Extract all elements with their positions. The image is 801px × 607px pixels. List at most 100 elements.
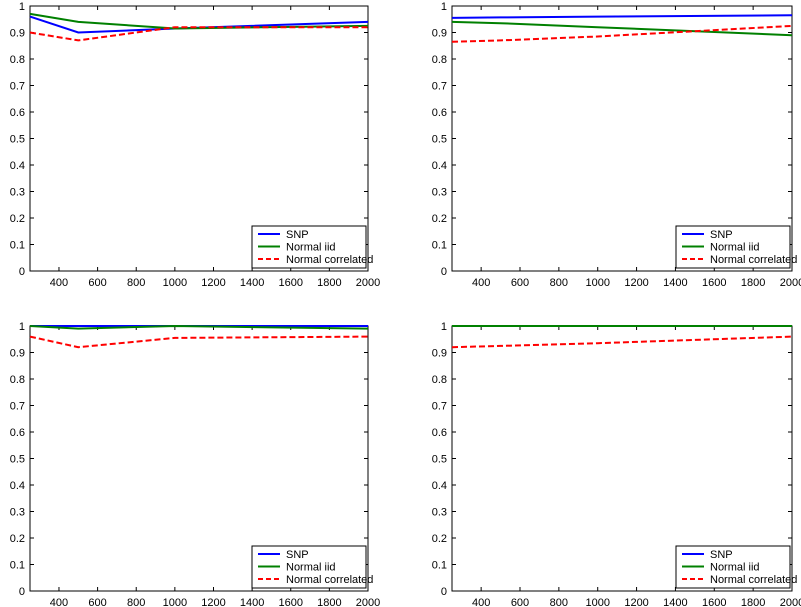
legend-label-snp: SNP (286, 549, 309, 561)
y-tick-label: 0.3 (10, 507, 25, 519)
y-tick-label: 1 (441, 321, 447, 333)
series-line-snp (451, 14, 793, 19)
x-tick-label: 1800 (317, 277, 341, 289)
x-tick-label: 600 (88, 597, 106, 607)
y-tick-label: 0.9 (10, 348, 25, 360)
x-tick-label: 1400 (663, 277, 687, 289)
x-tick-label: 2000 (780, 597, 801, 607)
x-tick-label: 1000 (585, 277, 609, 289)
y-tick-label: 0.1 (10, 560, 25, 572)
y-tick-label: 0.1 (10, 240, 25, 252)
y-tick-label: 1 (19, 321, 25, 333)
y-tick-label: 0.5 (10, 454, 25, 466)
y-tick-label: 0.5 (10, 134, 25, 146)
legend-label-normal-correlated: Normal correlated (710, 254, 797, 266)
y-tick-label: 0.8 (10, 374, 25, 386)
y-tick-label: 0.3 (10, 187, 25, 199)
x-tick-label: 400 (50, 277, 68, 289)
x-tick-label: 1800 (741, 597, 765, 607)
y-tick-label: 0.2 (432, 533, 447, 545)
legend-label-normal-correlated: Normal correlated (710, 574, 797, 586)
y-tick-label: 0.3 (432, 187, 447, 199)
y-tick-label: 0.7 (432, 81, 447, 93)
y-tick-label: 0.9 (10, 28, 25, 40)
x-tick-label: 1600 (702, 597, 726, 607)
y-tick-label: 0.7 (10, 401, 25, 413)
legend-label-normal-iid: Normal iid (710, 242, 760, 254)
x-tick-label: 1600 (279, 277, 303, 289)
y-tick-label: 0.8 (432, 54, 447, 66)
y-tick-label: 0.8 (432, 374, 447, 386)
y-tick-label: 0.5 (432, 134, 447, 146)
y-tick-label: 0.9 (432, 28, 447, 40)
x-tick-label: 800 (127, 277, 145, 289)
x-tick-label: 1000 (163, 597, 187, 607)
x-tick-label: 400 (50, 597, 68, 607)
x-tick-label: 600 (511, 277, 529, 289)
x-tick-label: 2000 (356, 277, 380, 289)
x-tick-label: 1800 (741, 277, 765, 289)
x-tick-label: 2000 (356, 597, 380, 607)
y-tick-label: 0.6 (432, 427, 447, 439)
y-tick-label: 0.4 (10, 160, 25, 172)
y-tick-label: 0.7 (432, 401, 447, 413)
x-tick-label: 600 (511, 597, 529, 607)
y-tick-label: 0.6 (10, 107, 25, 119)
series-line-snp (29, 15, 369, 34)
x-tick-label: 800 (127, 597, 145, 607)
legend-label-snp: SNP (710, 229, 733, 241)
y-tick-label: 0.2 (432, 213, 447, 225)
series-line-normal-correlated (29, 335, 369, 349)
legend-label-normal-correlated: Normal correlated (286, 574, 373, 586)
y-tick-label: 0.7 (10, 81, 25, 93)
x-tick-label: 400 (472, 277, 490, 289)
series-line-normal-iid (29, 324, 369, 330)
legend-label-normal-iid: Normal iid (286, 562, 336, 574)
legend-label-normal-iid: Normal iid (286, 242, 336, 254)
x-tick-label: 800 (550, 597, 568, 607)
x-tick-label: 1600 (279, 597, 303, 607)
y-tick-label: 0.1 (432, 240, 447, 252)
y-tick-label: 0 (19, 586, 25, 598)
y-tick-label: 0.4 (432, 480, 447, 492)
y-tick-label: 0.8 (10, 54, 25, 66)
x-tick-label: 1200 (201, 597, 225, 607)
y-tick-label: 0 (441, 266, 447, 278)
y-tick-label: 0.4 (432, 160, 447, 172)
legend-label-normal-iid: Normal iid (710, 562, 760, 574)
series-line-normal-iid (29, 12, 369, 30)
y-tick-label: 0.3 (432, 507, 447, 519)
y-tick-label: 0 (441, 586, 447, 598)
y-tick-label: 0.2 (10, 533, 25, 545)
x-tick-label: 1000 (163, 277, 187, 289)
x-tick-label: 1200 (624, 597, 648, 607)
y-tick-label: 0.2 (10, 213, 25, 225)
y-tick-label: 0.6 (10, 427, 25, 439)
x-tick-label: 1000 (585, 597, 609, 607)
series-line-normal-correlated (451, 24, 793, 43)
y-tick-label: 0.5 (432, 454, 447, 466)
x-tick-label: 1400 (240, 597, 264, 607)
y-tick-label: 0 (19, 266, 25, 278)
legend-label-snp: SNP (286, 229, 309, 241)
x-tick-label: 1800 (317, 597, 341, 607)
x-tick-label: 1400 (240, 277, 264, 289)
y-tick-label: 0.9 (432, 348, 447, 360)
x-tick-label: 400 (472, 597, 490, 607)
y-tick-label: 0.6 (432, 107, 447, 119)
x-tick-label: 2000 (780, 277, 801, 289)
legend-label-snp: SNP (710, 549, 733, 561)
x-tick-label: 1200 (201, 277, 225, 289)
y-tick-label: 0.4 (10, 480, 25, 492)
y-tick-label: 1 (19, 1, 25, 13)
x-tick-label: 1600 (702, 277, 726, 289)
